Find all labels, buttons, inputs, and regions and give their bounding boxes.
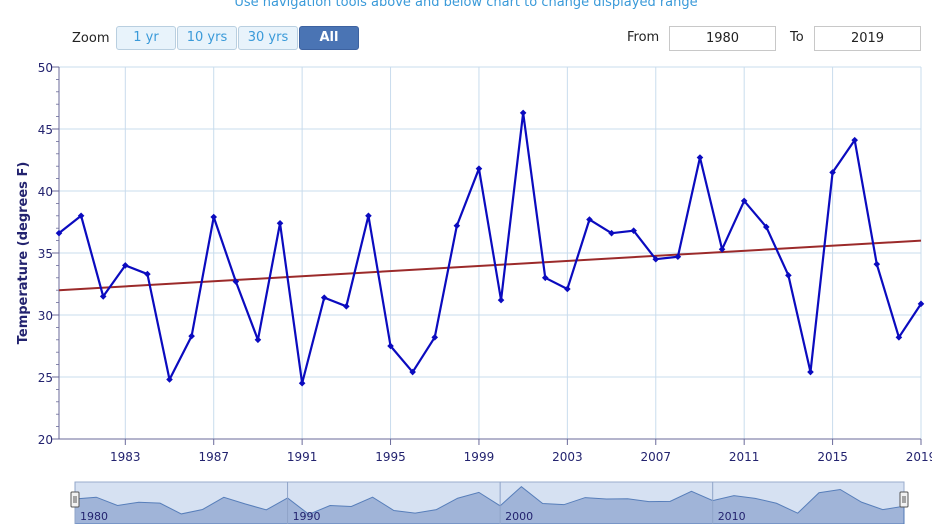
data-point[interactable] [829,169,836,176]
data-point[interactable] [785,272,792,279]
x-tick-label: 1987 [198,450,229,464]
data-point[interactable] [851,136,858,144]
data-point[interactable] [254,336,262,344]
data-point[interactable] [99,293,107,300]
y-axis-label: Temperature (degrees F) [16,162,31,345]
data-point[interactable] [497,296,505,304]
y-tick-label: 25 [38,371,53,385]
data-point[interactable] [541,274,549,282]
data-point[interactable] [232,278,240,285]
data-point[interactable] [122,262,129,269]
zoom-label: Zoom [72,31,110,46]
zoom-all-button[interactable]: All [299,26,359,50]
navigator-left-handle[interactable] [70,491,80,508]
data-point[interactable] [210,213,218,221]
data-point[interactable] [343,303,350,310]
navigator-tick-label: 1990 [293,510,321,523]
trend-line [58,239,922,292]
chart-subtitle: Use navigation tools above and below cha… [234,0,698,10]
navigator-tick-label: 2000 [505,510,533,523]
y-tick-label: 30 [38,309,53,323]
zoom-30yrs-button[interactable]: 30 yrs [238,26,298,50]
data-point[interactable] [77,212,85,220]
data-point[interactable] [298,379,306,387]
navigator-tick-label: 2010 [718,510,746,523]
data-point[interactable] [630,227,637,234]
data-point[interactable] [188,332,195,340]
x-tick-label: 1983 [110,450,141,464]
handle-grip[interactable] [70,491,80,508]
x-tick-label: 2015 [817,450,848,464]
x-tick-label: 1991 [287,450,318,464]
data-point[interactable] [696,154,704,161]
data-point[interactable] [453,222,461,230]
data-point[interactable] [144,270,151,278]
data-point[interactable] [276,219,284,227]
data-point[interactable] [431,334,439,341]
data-point[interactable] [519,109,527,117]
data-point[interactable] [895,334,903,341]
data-point[interactable] [652,255,660,263]
data-point[interactable] [320,294,328,301]
data-point[interactable] [365,212,372,220]
data-point[interactable] [475,165,483,172]
data-point[interactable] [740,197,748,205]
navigator-right-handle[interactable] [899,491,909,508]
data-point[interactable] [166,376,173,383]
from-label: From [627,30,660,45]
y-tick-label: 45 [38,123,53,137]
data-point[interactable] [807,368,814,376]
to-date-input[interactable]: 2019 [814,26,921,51]
data-point[interactable] [564,285,571,293]
y-tick-label: 35 [38,247,53,261]
data-point[interactable] [608,229,615,237]
to-label: To [790,30,804,45]
x-tick-label: 2003 [552,450,583,464]
handle-grip[interactable] [899,491,909,508]
data-point[interactable] [586,216,593,223]
data-point[interactable] [674,253,682,261]
data-point[interactable] [55,229,63,237]
data-point[interactable] [917,300,925,308]
navigator-tick-label: 1980 [80,510,108,523]
data-point[interactable] [409,368,416,376]
y-tick-label: 50 [38,61,53,75]
y-tick-label: 20 [38,433,53,447]
data-point[interactable] [387,342,394,350]
data-point[interactable] [762,223,770,231]
y-tick-label: 40 [38,185,53,199]
x-tick-label: 2011 [729,450,760,464]
zoom-1yr-button[interactable]: 1 yr [116,26,176,50]
x-tick-label: 1995 [375,450,406,464]
from-date-input[interactable]: 1980 [669,26,776,51]
data-point[interactable] [718,245,726,253]
data-point[interactable] [873,260,881,268]
x-tick-label: 1999 [464,450,495,464]
x-tick-label: 2019 [906,450,932,464]
x-tick-label: 2007 [640,450,671,464]
zoom-10yrs-button[interactable]: 10 yrs [177,26,237,50]
series-line [58,111,922,385]
